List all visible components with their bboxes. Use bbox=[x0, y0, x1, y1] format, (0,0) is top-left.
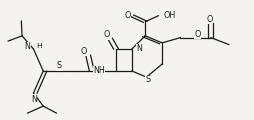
Text: N: N bbox=[31, 95, 37, 104]
Text: O: O bbox=[80, 47, 86, 56]
Text: O: O bbox=[124, 11, 131, 20]
Text: S: S bbox=[145, 75, 150, 84]
Text: O: O bbox=[194, 30, 201, 39]
Text: OH: OH bbox=[164, 11, 176, 20]
Text: N: N bbox=[137, 44, 142, 53]
Text: S: S bbox=[56, 61, 61, 70]
Text: N: N bbox=[25, 42, 30, 51]
Text: O: O bbox=[103, 30, 109, 39]
Text: H: H bbox=[36, 42, 41, 48]
Text: O: O bbox=[207, 15, 213, 24]
Text: NH: NH bbox=[93, 66, 105, 75]
